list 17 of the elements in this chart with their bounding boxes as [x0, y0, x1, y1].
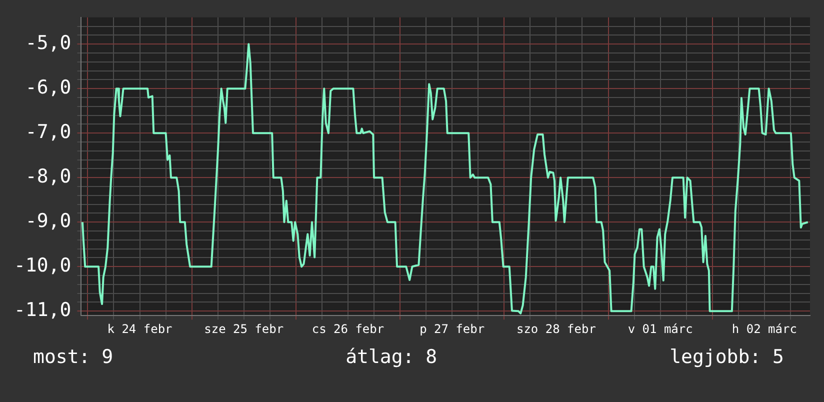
y-tick-label: -11,0 [14, 299, 72, 322]
y-tick-label: -10,0 [14, 254, 72, 277]
text: átlag: 8 [346, 346, 438, 368]
y-tick-label: -9,0 [25, 210, 72, 232]
x-tick-label: sze 25 febr [204, 322, 284, 336]
text: most: 9 [33, 346, 114, 368]
y-tick-label: -6,0 [25, 76, 72, 99]
y-tick-label: -7,0 [25, 121, 72, 144]
x-tick-label: cs 26 febr [312, 322, 384, 336]
text: legjobb: 5 [670, 346, 784, 368]
x-tick-label: v 01 márc [628, 322, 693, 336]
x-tick-label: p 27 febr [420, 322, 485, 336]
x-tick-label: k 24 febr [107, 322, 172, 336]
y-tick-label: -8,0 [25, 166, 72, 188]
x-tick-label: h 02 márc [732, 322, 797, 336]
y-tick-label: -5,0 [25, 32, 72, 54]
x-tick-label: szo 28 febr [516, 322, 596, 336]
